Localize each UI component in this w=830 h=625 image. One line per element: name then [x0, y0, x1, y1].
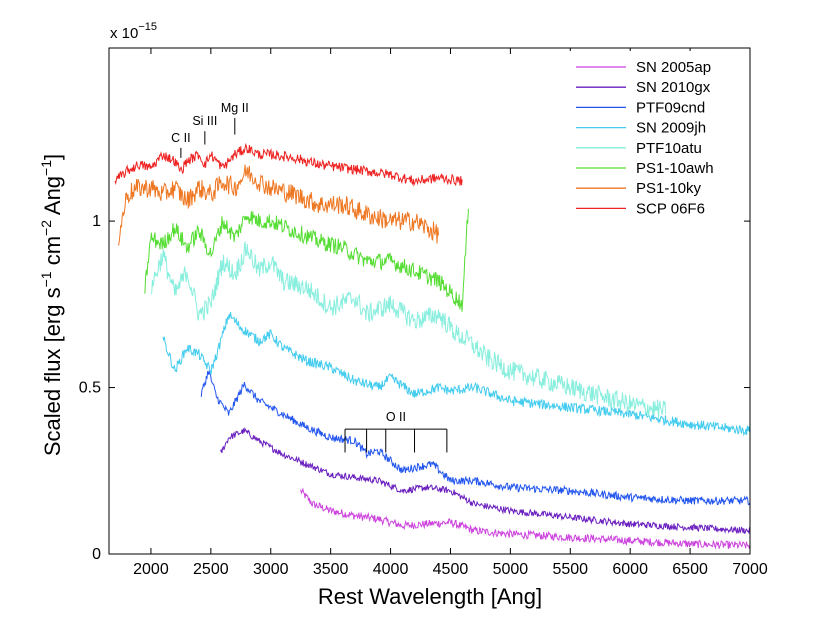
x-tick-label: 2500: [193, 561, 229, 578]
series-line-sn-2010gx: [219, 426, 750, 535]
y-multiplier: x 10−15: [110, 21, 157, 42]
x-tick-label: 3500: [313, 561, 349, 578]
x-tick-label: 6500: [672, 561, 708, 578]
ylabel-base: Scaled flux [erg s: [40, 287, 65, 456]
x-tick-label: 5000: [493, 561, 529, 578]
x-tick-label: 7000: [732, 561, 768, 578]
series-line-sn-2009jh: [162, 311, 750, 437]
series-layer: [114, 142, 751, 550]
legend-label: PTF09cnd: [636, 99, 705, 116]
legend-label: SN 2010gx: [636, 79, 711, 96]
legend-label: SCP 06F6: [636, 200, 705, 217]
x-tick-label: 2000: [133, 561, 169, 578]
y-axis-title: Scaled flux [erg s−1 cm−2 Ang−1]: [38, 154, 65, 456]
x-axis-title: Rest Wavelength [Ang]: [318, 584, 542, 609]
ylabel-exp1: −1: [38, 271, 54, 287]
legend-box: [564, 51, 744, 221]
legend-label: PTF10atu: [636, 140, 702, 157]
series-line-sn-2005ap: [300, 487, 751, 550]
x-tick-label: 3000: [253, 561, 289, 578]
annotation-label: Si III: [192, 114, 217, 128]
x-tick-label: 6000: [612, 561, 648, 578]
y-tick-label: 1: [92, 213, 101, 230]
oii-label: O II: [386, 410, 406, 424]
annotation-label: C II: [171, 131, 190, 145]
series-line-scp-06f6: [114, 142, 463, 187]
y-multiplier-base: x 10: [110, 25, 138, 42]
ylabel-exp2: −2: [38, 220, 54, 236]
x-tick-label: 4000: [373, 561, 409, 578]
ylabel-unit: Ang: [40, 176, 65, 220]
x-tick-label: 5500: [552, 561, 588, 578]
legend-label: SN 2009jh: [636, 120, 706, 137]
ylabel-exp3: −1: [38, 160, 54, 176]
legend-label: SN 2005ap: [636, 59, 711, 76]
legend-label: PS1-10ky: [636, 180, 702, 197]
series-line-ptf09cnd: [200, 369, 751, 506]
annotation-label: Mg II: [221, 101, 249, 115]
ylabel-mid: cm: [40, 236, 65, 271]
y-tick-label: 0: [92, 546, 101, 563]
series-line-ps1-10ky: [118, 164, 439, 246]
axis-layer: 2000 2500 3000 3500 4000 4500 5000 5500 6000 6500…: [79, 47, 768, 578]
series-line-ps1-10awh: [144, 208, 469, 312]
series-line-ptf10atu: [150, 241, 667, 419]
legend-label: PS1-10awh: [636, 160, 714, 177]
axis-frame: [108, 47, 751, 555]
x-tick-label: 4500: [433, 561, 469, 578]
y-multiplier-exponent: −15: [138, 21, 157, 33]
legend: SN 2005ap SN 2010gx PTF09cnd SN 2009jh PTF10…: [564, 51, 744, 221]
y-tick-label: 0.5: [79, 380, 101, 397]
ylabel-close: ]: [40, 154, 65, 160]
